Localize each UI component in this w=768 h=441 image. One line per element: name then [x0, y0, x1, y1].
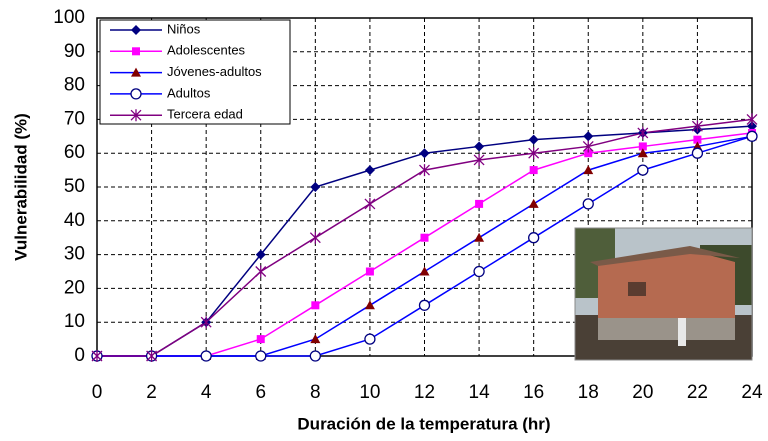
marker: [637, 148, 648, 158]
marker: [420, 233, 429, 242]
marker: [310, 182, 321, 192]
marker: [473, 265, 485, 278]
marker: [474, 232, 485, 242]
x-tick-label: 16: [523, 382, 544, 403]
legend-label: Adolescentes: [167, 43, 246, 58]
legend: Niños Adolescentes Jóvenes-adultos Adultos T…: [99, 19, 291, 125]
marker: [255, 249, 266, 260]
legend-marker: [132, 47, 140, 56]
marker: [91, 350, 103, 362]
legend-marker: [131, 67, 141, 77]
x-tick-label: 24: [741, 382, 763, 403]
y-tick-label: 100: [53, 7, 85, 28]
y-tick-label: 20: [64, 277, 85, 298]
x-tick-label: 0: [92, 382, 103, 403]
marker: [309, 231, 321, 244]
marker: [255, 350, 267, 362]
marker: [474, 141, 485, 152]
marker: [693, 135, 702, 144]
marker: [637, 164, 649, 176]
marker: [419, 266, 430, 276]
y-tick-label: 40: [64, 210, 85, 231]
marker: [146, 350, 158, 362]
marker: [747, 121, 757, 132]
photo-window: [628, 282, 646, 296]
marker: [691, 120, 703, 133]
y-tick-label: 50: [64, 176, 85, 197]
x-tick-label: 2: [146, 382, 157, 403]
marker: [473, 153, 485, 166]
y-tick-label: 90: [64, 41, 85, 62]
marker: [584, 149, 593, 158]
marker: [256, 335, 265, 344]
marker: [310, 334, 321, 344]
marker: [311, 301, 320, 310]
marker: [418, 299, 431, 311]
marker: [582, 198, 594, 210]
x-axis-title: Duración de la temperatura (hr): [297, 414, 550, 433]
x-tick-label: 20: [632, 382, 653, 403]
marker: [364, 333, 376, 345]
x-tick-label: 14: [469, 382, 491, 403]
x-tick-label: 10: [359, 382, 380, 403]
plot-frame: [96, 17, 753, 357]
marker: [200, 316, 212, 329]
legend-label: Jóvenes-adultos: [167, 64, 262, 79]
marker: [746, 130, 758, 142]
marker: [365, 267, 374, 276]
marker: [528, 134, 539, 145]
x-tick-label: 6: [255, 382, 266, 403]
marker: [583, 131, 594, 142]
legend-label: Niños: [167, 21, 201, 36]
marker: [309, 350, 321, 362]
legend-marker: [131, 25, 141, 35]
y-axis-title: Vulnerabilidad (%): [11, 113, 30, 261]
photo-inset: [574, 227, 753, 361]
marker: [691, 147, 704, 159]
marker: [638, 142, 647, 151]
marker: [200, 350, 212, 362]
legend-marker: [130, 109, 142, 122]
y-tick-label: 10: [64, 311, 85, 332]
marker: [419, 148, 430, 159]
y-tick-label: 0: [74, 345, 85, 366]
photo-person: [678, 318, 686, 346]
marker: [255, 265, 267, 278]
marker: [529, 166, 538, 175]
x-tick-label: 22: [687, 382, 708, 403]
marker: [528, 232, 540, 244]
marker: [475, 199, 484, 208]
marker: [419, 164, 430, 177]
legend-label: Adultos: [167, 85, 211, 100]
marker: [583, 165, 594, 175]
marker: [364, 165, 375, 176]
y-tick-label: 30: [64, 244, 85, 265]
marker: [746, 113, 758, 126]
legend-label: Tercera edad: [167, 107, 243, 122]
marker: [364, 300, 375, 310]
marker: [528, 198, 539, 208]
marker: [528, 147, 540, 160]
y-tick-label: 60: [64, 142, 85, 163]
marker: [364, 197, 376, 210]
x-tick-label: 4: [201, 382, 212, 403]
y-tick-label: 70: [64, 108, 85, 129]
x-tick-label: 8: [310, 382, 321, 403]
marker: [582, 140, 594, 153]
photo-roof: [590, 246, 740, 266]
x-tick-label: 12: [414, 382, 435, 403]
y-tick-label: 80: [64, 75, 85, 96]
x-tick-label: 18: [578, 382, 599, 403]
photo-frame: [574, 227, 753, 361]
legend-marker: [130, 88, 142, 100]
marker: [637, 126, 649, 139]
photo-wall-base: [598, 318, 735, 340]
photo-house: [598, 250, 735, 340]
